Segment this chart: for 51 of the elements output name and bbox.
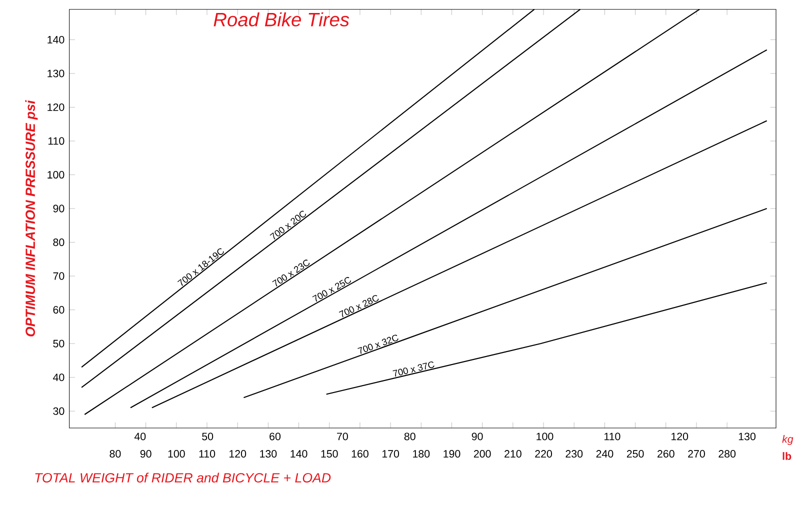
x-tick-label: 260 bbox=[658, 450, 674, 458]
x-tick-label: 150 bbox=[321, 450, 338, 458]
x-tick-label: 190 bbox=[444, 450, 460, 458]
y-axis-title: OPTIMUM INFLATION PRESSURE psi bbox=[25, 100, 38, 337]
x-tick-label: 120 bbox=[230, 450, 246, 458]
chart-title: Road Bike Tires bbox=[214, 12, 350, 27]
text: 700 x 32C bbox=[358, 334, 398, 354]
x2-tick-label: 110 bbox=[604, 432, 620, 440]
y-tick-label: 130 bbox=[48, 70, 64, 78]
x-tick-label: 170 bbox=[382, 450, 400, 458]
y-tick-label: 110 bbox=[48, 137, 64, 145]
y-tick-label: 30 bbox=[53, 408, 64, 416]
x-tick-label: 240 bbox=[596, 450, 614, 458]
y-tick-label: 100 bbox=[48, 171, 64, 179]
x-tick-label: 130 bbox=[260, 450, 277, 458]
x2-tick-label: 40 bbox=[134, 432, 146, 440]
x-tick-label: 250 bbox=[626, 450, 644, 458]
x-tick-label: 220 bbox=[535, 450, 552, 458]
x-tick-label: 140 bbox=[290, 450, 308, 458]
y-tick-label: 40 bbox=[53, 374, 64, 382]
x-tick-label: 230 bbox=[566, 450, 583, 458]
x-tick-label: 210 bbox=[504, 450, 522, 458]
x-tick-label: 270 bbox=[688, 450, 705, 458]
y-tick-label: 70 bbox=[53, 272, 64, 280]
x2-tick-label: 60 bbox=[270, 432, 281, 440]
x-tick-label: 280 bbox=[718, 450, 736, 458]
text: 700 x 37C bbox=[392, 362, 434, 377]
x2-axis-title: kg bbox=[782, 435, 794, 446]
x-tick-label: 80 bbox=[110, 450, 121, 458]
x-tick-label: 200 bbox=[474, 450, 491, 458]
x-axis-title: TOTAL WEIGHT of RIDER and BICYCLE + LOAD bbox=[35, 472, 331, 483]
x2-tick-label: 70 bbox=[337, 432, 348, 440]
x2-tick-label: 90 bbox=[472, 432, 483, 440]
y-tick-label: 140 bbox=[48, 36, 64, 44]
y-tick-label: 60 bbox=[53, 306, 64, 314]
x-tick-label: 160 bbox=[352, 450, 368, 458]
x-tick-label: 110 bbox=[199, 450, 216, 458]
x-tick-label: 180 bbox=[413, 450, 430, 458]
x2-tick-label: 80 bbox=[404, 432, 416, 440]
x-tick-label: 100 bbox=[168, 450, 185, 458]
y-tick-label: 120 bbox=[48, 104, 64, 112]
x2-tick-label: 50 bbox=[202, 432, 214, 440]
y-tick-label: 90 bbox=[53, 204, 64, 212]
y-tick-label: 80 bbox=[53, 238, 64, 246]
x2-tick-label: 130 bbox=[738, 432, 756, 440]
y-tick-label: 50 bbox=[53, 340, 64, 348]
x2-tick-label: 120 bbox=[672, 432, 688, 440]
text: 700 x 23C bbox=[272, 260, 310, 287]
x-tick-label: 90 bbox=[140, 450, 152, 458]
text: lb bbox=[782, 452, 792, 460]
x2-tick-label: 100 bbox=[536, 432, 554, 440]
